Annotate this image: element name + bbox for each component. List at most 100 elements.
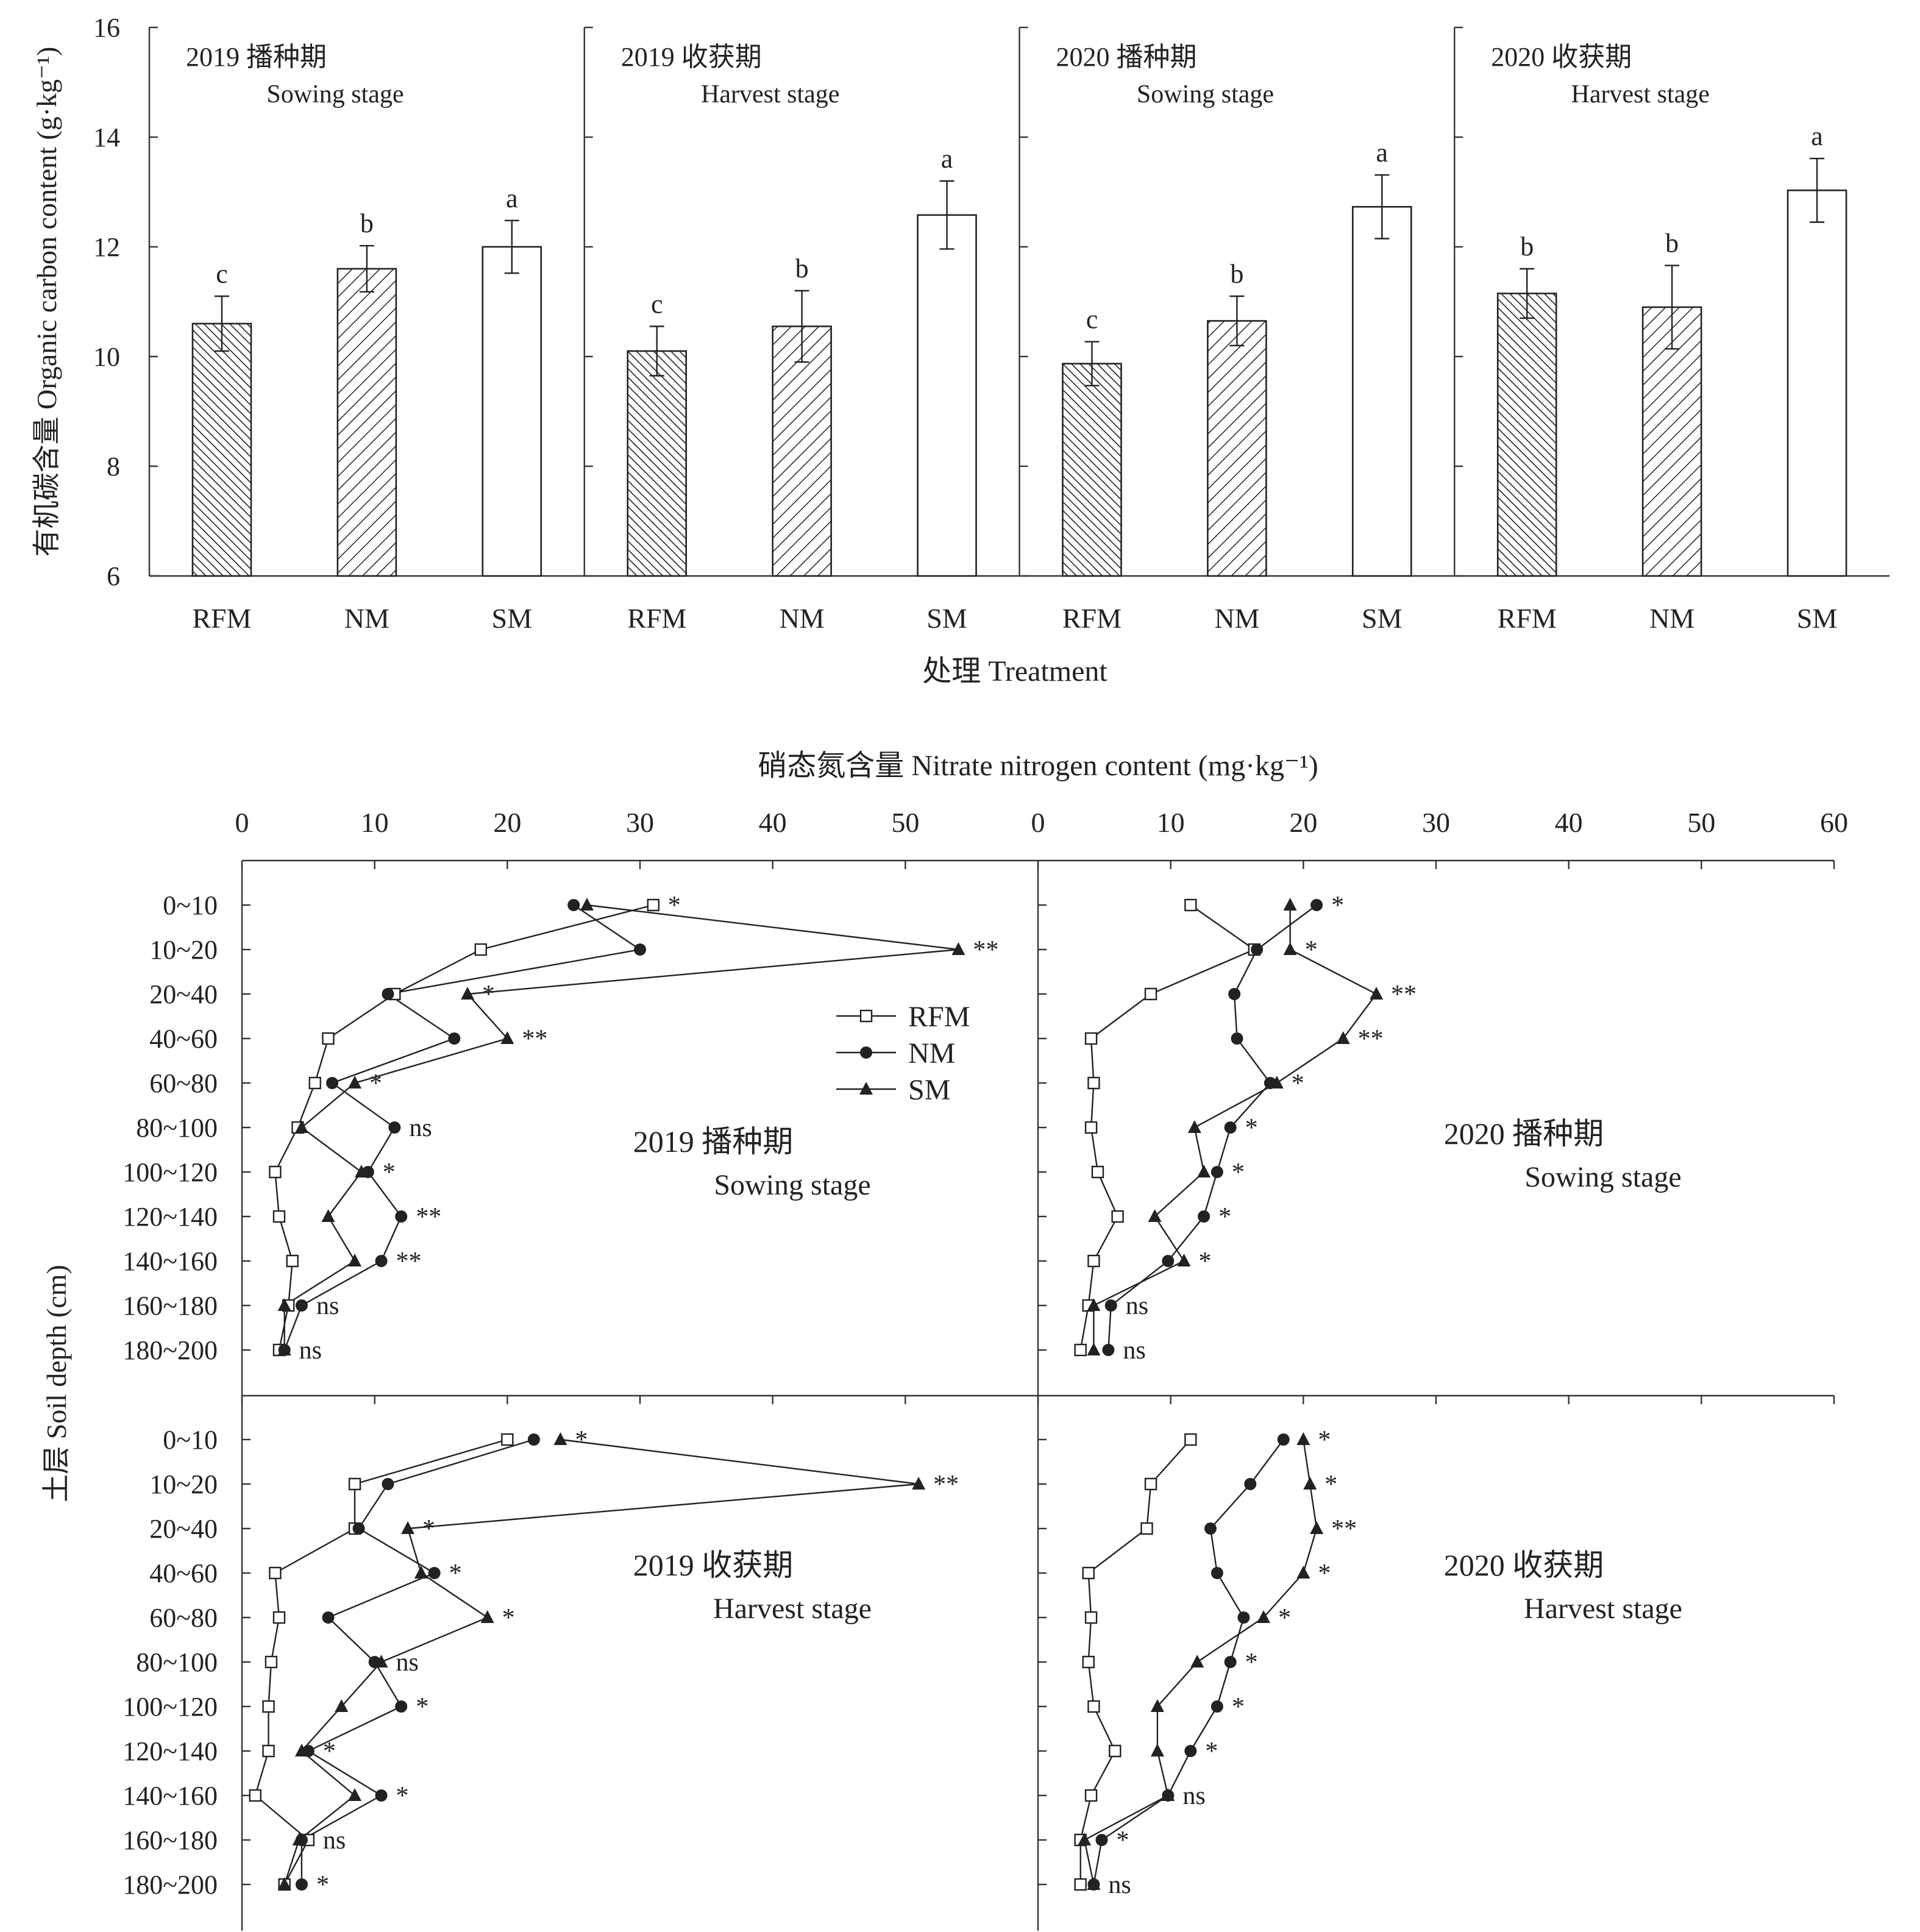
point-rfm (272, 1611, 286, 1624)
point-sm (1310, 1521, 1324, 1534)
significance-mark: ** (396, 1248, 422, 1276)
line-x-tick-label: 30 (626, 807, 654, 838)
point-sm (1150, 1744, 1164, 1756)
point-nm (634, 943, 646, 956)
point-sm (1087, 1343, 1101, 1355)
point-rfm (1074, 1878, 1087, 1891)
line-x-tick-label: 0 (1031, 807, 1045, 838)
legend-marker-nm (860, 1046, 872, 1059)
point-sm (348, 1254, 362, 1266)
point-rfm (1084, 1121, 1098, 1134)
point-sm (277, 1298, 291, 1311)
point-sm (500, 1031, 514, 1044)
significance-letter: b (795, 254, 809, 283)
point-rfm (1111, 1210, 1124, 1223)
significance-mark: * (575, 1426, 588, 1454)
point-sm (1283, 898, 1297, 911)
point-nm (395, 1700, 408, 1713)
point-nm (322, 1611, 335, 1624)
bar-sm (482, 246, 542, 577)
point-sm (1270, 1076, 1284, 1089)
point-nm (1204, 1522, 1217, 1535)
point-rfm (1087, 1700, 1100, 1713)
point-nm (1104, 1299, 1117, 1312)
point-nm (1251, 943, 1264, 956)
significance-letter: a (1376, 138, 1388, 168)
point-rfm (1084, 1789, 1098, 1802)
line-panel-title-cn: 2020 播种期 (1444, 1117, 1604, 1151)
point-nm (567, 899, 580, 911)
point-sm (1283, 942, 1297, 955)
bar-y-tick-label: 6 (107, 561, 120, 591)
point-rfm (1144, 987, 1157, 1001)
legend-label-rfm: RFM (908, 1001, 970, 1033)
point-rfm (322, 1032, 335, 1045)
point-nm (448, 1032, 461, 1045)
bar-panel-title-en: Sowing stage (1137, 80, 1274, 108)
significance-mark: ns (299, 1337, 322, 1365)
bar-category-label: NM (1649, 603, 1694, 634)
point-nm (1224, 1121, 1237, 1134)
line-x-tick-label: 0 (235, 807, 249, 838)
point-nm (382, 1478, 394, 1490)
point-nm (1211, 1700, 1223, 1713)
bar-y-tick-label: 8 (107, 452, 120, 481)
depth-tick-label: 80~100 (136, 1113, 218, 1143)
point-rfm (262, 1700, 275, 1713)
depth-tick-label: 80~100 (136, 1647, 218, 1677)
line-panel-title-cn: 2019 收获期 (633, 1548, 794, 1582)
point-sm (1161, 1788, 1175, 1801)
significance-mark: * (1292, 1070, 1304, 1098)
significance-mark: ** (522, 1025, 547, 1053)
significance-mark: * (422, 1515, 435, 1543)
bar-nm (772, 325, 832, 577)
point-sm (1197, 1165, 1211, 1177)
depth-tick-label: 20~40 (149, 1514, 218, 1544)
bar-rfm (1062, 363, 1122, 577)
depth-tick-label: 180~200 (123, 1870, 218, 1900)
point-sm (912, 1477, 926, 1490)
bar-sm (1787, 189, 1847, 577)
point-nm (1228, 988, 1241, 1000)
significance-mark: * (383, 1159, 396, 1187)
significance-mark: ** (1331, 1515, 1357, 1543)
bar-y-axis-label: 有机碳含量 Organic carbon content (g·kg⁻¹) (31, 47, 62, 557)
point-nm (295, 1299, 308, 1312)
point-rfm (272, 1210, 286, 1223)
point-rfm (1084, 1611, 1098, 1624)
significance-mark: * (1232, 1693, 1245, 1721)
line-x-tick-label: 20 (493, 807, 521, 838)
point-rfm (1140, 1522, 1153, 1535)
point-sm (277, 1343, 291, 1355)
bar-category-label: SM (1797, 603, 1837, 634)
significance-mark: * (502, 1604, 515, 1632)
point-nm (1310, 899, 1323, 911)
line-x-tick-label: 40 (759, 807, 787, 838)
bar-rfm (1496, 293, 1557, 577)
point-nm (1224, 1656, 1237, 1668)
significance-mark: ** (1358, 1025, 1384, 1053)
point-nm (295, 1878, 308, 1891)
significance-mark: ns (1123, 1337, 1145, 1365)
point-sm (374, 1655, 388, 1667)
point-nm (382, 988, 394, 1000)
point-nm (1211, 1567, 1223, 1579)
point-sm (1257, 1610, 1271, 1623)
point-nm (395, 1210, 408, 1223)
point-sm (1150, 1699, 1164, 1712)
point-nm (1184, 1745, 1197, 1757)
point-nm (1211, 1166, 1223, 1178)
line-panel-title-cn: 2020 收获期 (1444, 1548, 1604, 1582)
point-rfm (474, 943, 487, 956)
point-rfm (647, 898, 660, 912)
point-rfm (1082, 1566, 1095, 1580)
bar-y-tick-label: 12 (93, 232, 120, 262)
bar-category-label: NM (1214, 603, 1259, 634)
series-line-nm (283, 904, 642, 1351)
point-sm (401, 1521, 415, 1534)
bar-category-label: RFM (192, 603, 251, 634)
